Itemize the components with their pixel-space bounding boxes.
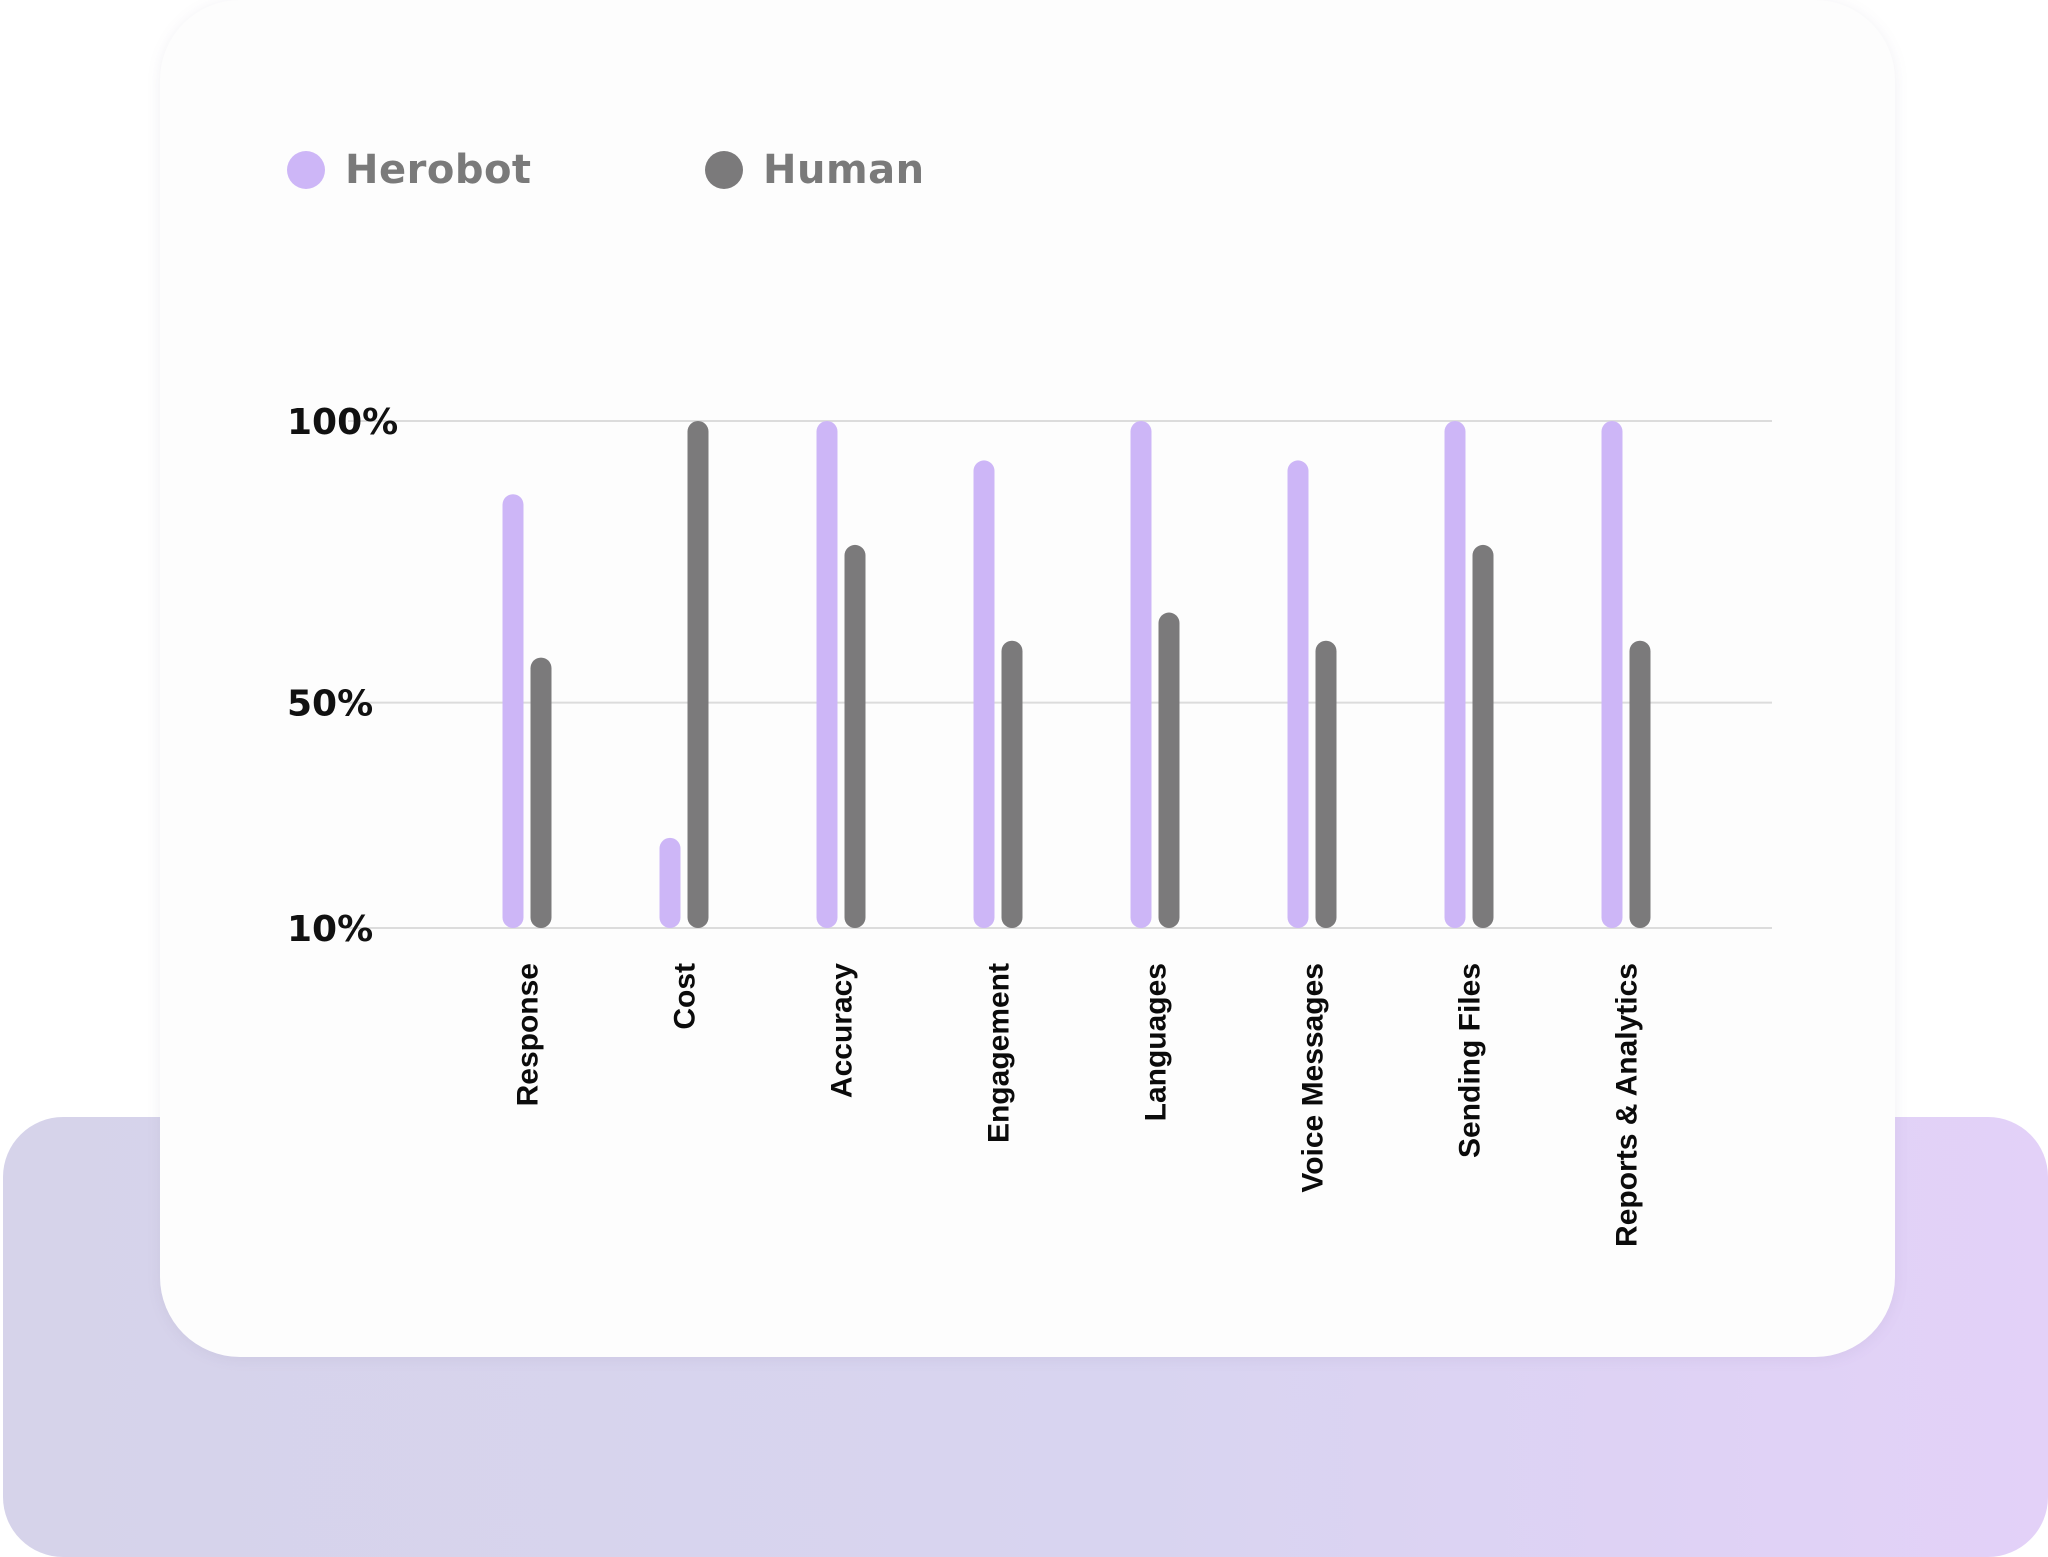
bar-human <box>1472 544 1494 928</box>
bar-herobot <box>816 421 838 928</box>
bar-herobot <box>502 494 524 928</box>
bar-human <box>1629 640 1651 928</box>
legend-item-herobot: Herobot <box>287 142 532 198</box>
x-tick-label: Voice Messages <box>1297 963 1330 1193</box>
legend-swatch-human <box>705 151 743 189</box>
x-tick-label: Languages <box>1140 963 1173 1121</box>
x-tick-label: Response <box>512 963 545 1106</box>
bar-human <box>844 544 866 928</box>
legend-swatch-herobot <box>287 151 325 189</box>
bar-human <box>1158 612 1180 928</box>
y-tick-label: 10% <box>287 909 373 950</box>
legend-label-human: Human <box>763 147 925 193</box>
bar-human <box>687 421 709 928</box>
x-tick-label: Engagement <box>983 963 1016 1143</box>
bar-human <box>530 657 552 928</box>
bar-herobot <box>1130 421 1152 928</box>
legend-label-herobot: Herobot <box>345 147 532 193</box>
bar-herobot <box>1601 421 1623 928</box>
x-tick-label: Reports & Analytics <box>1611 963 1644 1247</box>
bar-herobot <box>973 460 995 928</box>
bar-human <box>1001 640 1023 928</box>
legend-item-human: Human <box>705 142 925 198</box>
bar-human <box>1315 640 1337 928</box>
bar-herobot <box>1444 421 1466 928</box>
x-tick-label: Sending Files <box>1454 963 1487 1158</box>
y-tick-label: 100% <box>287 402 398 443</box>
x-tick-label: Accuracy <box>826 963 859 1098</box>
bar-herobot <box>659 837 681 928</box>
bar-herobot <box>1287 460 1309 928</box>
x-tick-label: Cost <box>669 963 702 1030</box>
y-tick-label: 50% <box>287 684 373 725</box>
